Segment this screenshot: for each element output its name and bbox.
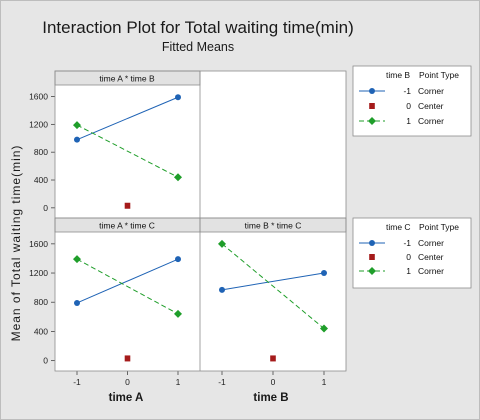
legend-time-b-title-type: Point Type	[419, 70, 459, 80]
data-point--1	[321, 270, 327, 277]
panel-time-a-by-time-b: 0 400 800 1200 1600	[29, 92, 182, 213]
y-tick-label: 800	[34, 147, 48, 157]
strip-label-time-b-by-time-c: time B * time C	[245, 221, 302, 231]
y-tick-label: 400	[34, 326, 48, 336]
legend-marker-0	[369, 103, 375, 109]
legend-time-c-box	[352, 217, 472, 289]
panel-time-a-by-time-c: 0 400 800 1200 1600 -1 0 1	[29, 239, 182, 387]
data-point-1	[320, 324, 328, 333]
data-point-0	[270, 355, 276, 362]
data-point-0	[124, 355, 131, 362]
legend-time-c-level: 0	[406, 252, 411, 262]
data-point-1	[174, 309, 182, 318]
legend-time-b-title-var: time B	[386, 70, 410, 80]
legend-time-c-type: Corner	[418, 266, 444, 276]
chart-subtitle: Fitted Means	[162, 40, 234, 54]
data-point--1	[175, 94, 181, 101]
x-tick-label: 0	[125, 377, 130, 387]
x-tick-label: 0	[271, 377, 276, 387]
y-tick-label: 400	[34, 175, 48, 185]
data-point-1	[174, 173, 182, 182]
y-tick-label: 0	[43, 203, 48, 213]
legend-time-b-type: Corner	[418, 86, 444, 96]
legend-time-c-type: Corner	[418, 238, 444, 248]
panel-time-b-by-time-c: -1 0 1	[218, 239, 328, 387]
x-tick-label: 1	[176, 377, 181, 387]
legend-marker-1	[368, 267, 376, 275]
data-point--1	[74, 136, 80, 143]
data-point-1	[73, 255, 81, 264]
data-point-0	[124, 202, 131, 209]
legend-time-c-title-var: time C	[386, 222, 411, 232]
y-tick-label: 0	[43, 356, 48, 366]
data-point--1	[74, 299, 80, 306]
x-tick-label: 1	[322, 377, 327, 387]
legend-time-b-level: 0	[406, 101, 411, 111]
legend-time-b: time B Point Type -1 Corner 0 Center 1 C…	[352, 65, 472, 137]
strip-label-time-a-by-time-b: time A * time B	[99, 74, 155, 84]
series-line-1	[221, 243, 325, 329]
series-line--1	[221, 272, 325, 291]
legend-time-c-level: -1	[403, 238, 411, 248]
series-line-1	[76, 124, 179, 178]
series-line--1	[76, 96, 179, 141]
legend-marker--1	[369, 240, 375, 246]
legend-time-b-type: Center	[418, 101, 444, 111]
legend-marker--1	[369, 88, 375, 94]
data-point--1	[175, 256, 181, 263]
y-axis-label: Mean of Total waiting time(min)	[9, 145, 23, 342]
y-tick-label: 1200	[29, 268, 48, 278]
legend-marker-0	[369, 254, 375, 260]
legend-time-b-type: Corner	[418, 116, 444, 126]
x-tick-label: -1	[73, 377, 81, 387]
y-tick-label: 1200	[29, 119, 48, 129]
legend-time-c: time C Point Type -1 Corner 0 Center 1 C…	[352, 217, 472, 289]
legend-time-c-type: Center	[418, 252, 444, 262]
x-tick-label: -1	[218, 377, 226, 387]
legend-time-b-level: -1	[403, 86, 411, 96]
chart-title: Interaction Plot for Total waiting time(…	[42, 18, 353, 37]
y-tick-label: 1600	[29, 239, 48, 249]
series-line--1	[76, 258, 179, 304]
legend-time-b-level: 1	[406, 116, 411, 126]
series-line-1	[76, 258, 179, 315]
strip-label-time-a-by-time-c: time A * time C	[99, 221, 155, 231]
data-point-1	[218, 239, 226, 248]
panel-frame	[54, 70, 347, 372]
legend-time-c-title-type: Point Type	[419, 222, 459, 232]
x-axis-label-time-b: time B	[253, 392, 288, 404]
y-tick-label: 800	[34, 297, 48, 307]
legend-marker-1	[368, 117, 376, 125]
x-axis-label-time-a: time A	[109, 392, 144, 404]
y-tick-label: 1600	[29, 92, 48, 102]
data-point--1	[219, 286, 225, 293]
legend-time-c-level: 1	[406, 266, 411, 276]
data-point-1	[73, 121, 81, 130]
